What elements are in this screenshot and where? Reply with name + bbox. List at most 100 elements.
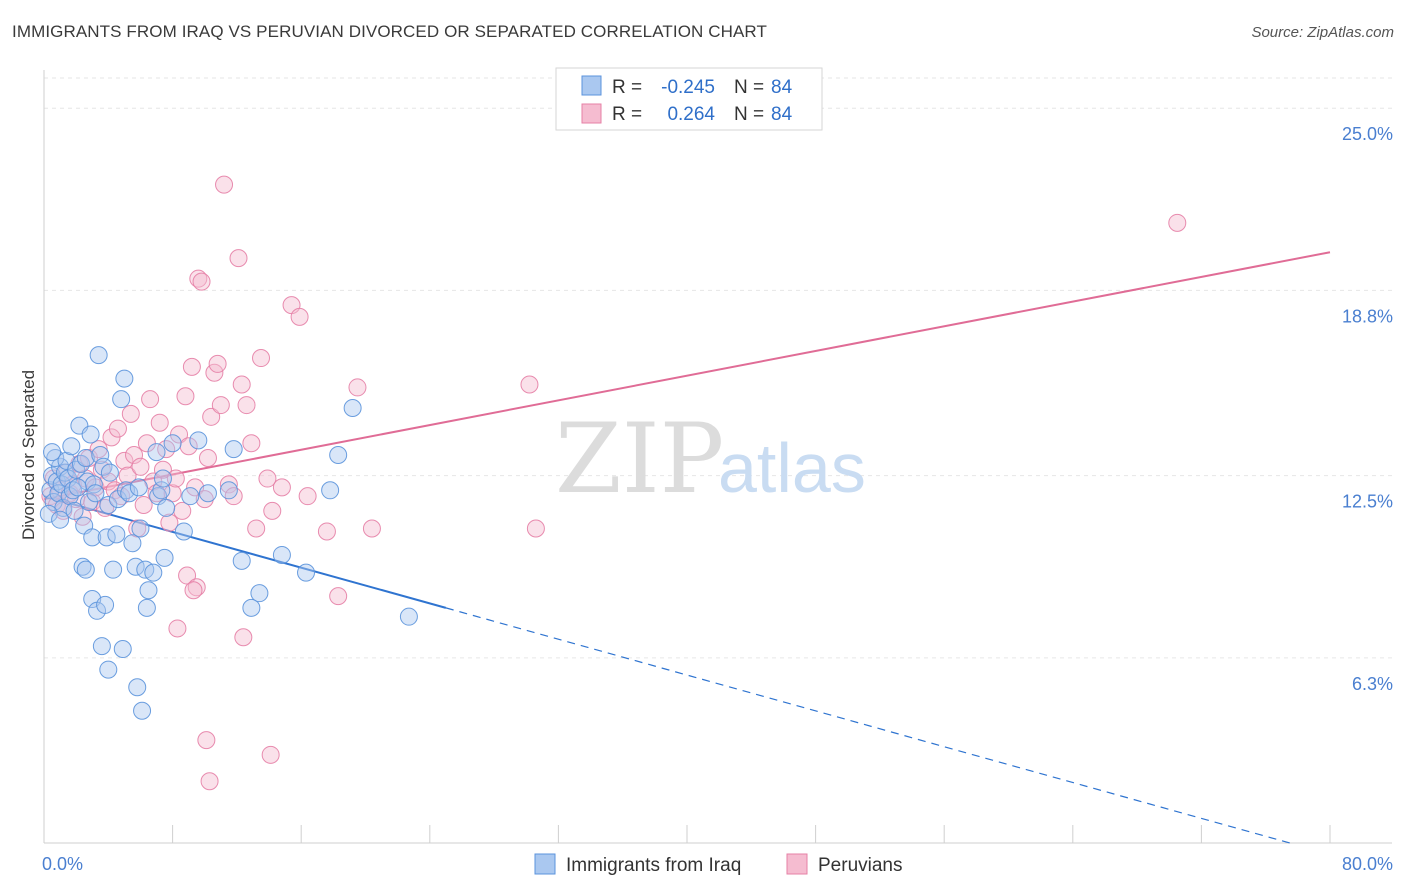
point-iraq-48 — [144, 563, 163, 582]
watermark-zip: ZIP — [555, 403, 724, 515]
point-peru-55 — [219, 475, 238, 494]
x-tick-label-1: 80.0% — [1342, 854, 1393, 874]
legend-n-value-iraq: 84 — [771, 77, 793, 98]
point-iraq-68 — [181, 487, 200, 506]
x-tick-labels: 0.0% 80.0% — [42, 854, 1393, 874]
point-peru-74 — [187, 578, 206, 597]
point-iraq-73 — [232, 551, 251, 570]
legend-swatch-peru — [581, 103, 602, 124]
point-iraq-24 — [80, 493, 99, 512]
series-legend: Immigrants from Iraq Peruvians — [534, 853, 903, 876]
point-iraq-75 — [250, 584, 269, 603]
point-peru-19 — [102, 428, 121, 447]
point-iraq-41 — [120, 484, 139, 503]
legend-r-value-iraq: -0.245 — [661, 77, 715, 98]
legend-n-label-peru: N = — [734, 104, 764, 125]
point-iraq-83 — [51, 510, 70, 529]
point-iraq-9 — [55, 463, 74, 482]
point-peru-63 — [258, 469, 277, 488]
trend-line-iraq — [43, 495, 447, 609]
y-tick-label-0: 6.3% — [1352, 674, 1393, 694]
point-iraq-28 — [86, 484, 105, 503]
point-iraq-44 — [129, 478, 148, 497]
point-peru-34 — [150, 413, 169, 432]
point-iraq-77 — [297, 563, 316, 582]
point-iraq-35 — [104, 560, 123, 579]
point-peru-26 — [125, 446, 144, 465]
point-peru-61 — [247, 519, 266, 538]
point-iraq-74 — [242, 598, 261, 617]
point-peru-58 — [232, 375, 251, 394]
point-iraq-69 — [189, 431, 208, 450]
point-peru-24 — [118, 466, 137, 485]
y-tick-label-1: 12.5% — [1342, 492, 1393, 512]
point-peru-47 — [192, 272, 211, 291]
point-iraq-22 — [76, 448, 95, 467]
point-iraq-30 — [91, 446, 110, 465]
y-tick-labels: 6.3% 12.5% 18.8% 25.0% — [1342, 124, 1393, 694]
legend-n-label-iraq: N = — [734, 77, 764, 98]
point-iraq-58 — [113, 640, 132, 659]
point-iraq-71 — [219, 481, 238, 500]
source-credit: Source: ZipAtlas.com — [1251, 24, 1394, 41]
y-tick-label-3: 25.0% — [1342, 124, 1393, 144]
series-legend-label-peru: Peruvians — [818, 855, 903, 876]
gridlines — [44, 77, 1392, 659]
point-iraq-72 — [224, 440, 243, 459]
point-peru-71 — [348, 378, 367, 397]
point-peru-56 — [224, 487, 243, 506]
x-tick-label-0: 0.0% — [42, 854, 83, 874]
point-iraq-33 — [99, 495, 118, 514]
point-iraq-7 — [46, 448, 65, 467]
point-iraq-51 — [155, 548, 174, 567]
point-peru-75 — [184, 581, 203, 600]
point-iraq-45 — [131, 519, 150, 538]
points-iraq — [39, 346, 418, 720]
point-iraq-39 — [115, 369, 134, 388]
point-iraq-53 — [76, 560, 95, 579]
trend-lines — [43, 251, 1331, 844]
points-peruvians — [41, 175, 1187, 791]
y-axis-title: Divorced or Separated — [19, 370, 38, 540]
point-peru-44 — [182, 357, 201, 376]
point-iraq-59 — [128, 678, 147, 697]
series-legend-label-iraq: Immigrants from Iraq — [566, 855, 741, 876]
y-tick-label-2: 18.8% — [1342, 306, 1393, 326]
legend-r-label-peru: R = — [612, 104, 642, 125]
point-peru-80 — [261, 745, 280, 764]
legend-r-label-iraq: R = — [612, 77, 642, 98]
point-peru-40 — [170, 425, 189, 444]
point-iraq-61 — [96, 595, 115, 614]
point-iraq-1 — [44, 493, 63, 512]
point-peru-42 — [176, 387, 195, 406]
point-peru-39 — [166, 469, 185, 488]
point-peru-60 — [242, 434, 261, 453]
point-peru-46 — [189, 269, 208, 288]
point-peru-82 — [526, 519, 545, 538]
point-peru-28 — [131, 457, 150, 476]
point-peru-53 — [211, 396, 230, 415]
series-legend-swatch-iraq — [534, 853, 556, 875]
point-iraq-14 — [63, 481, 82, 500]
series-legend-swatch-peru — [786, 853, 808, 875]
point-iraq-38 — [112, 390, 131, 409]
point-peru-37 — [160, 513, 179, 532]
point-iraq-47 — [139, 581, 158, 600]
point-iraq-16 — [43, 443, 62, 462]
point-peru-79 — [200, 772, 219, 791]
point-peru-69 — [317, 522, 336, 541]
point-peru-21 — [108, 419, 127, 438]
point-iraq-20 — [71, 454, 90, 473]
point-iraq-25 — [81, 425, 100, 444]
watermark-atlas: atlas — [718, 429, 866, 507]
point-iraq-78 — [321, 481, 340, 500]
point-peru-31 — [141, 390, 160, 409]
point-iraq-82 — [68, 478, 87, 497]
point-peru-83 — [1168, 213, 1187, 232]
point-iraq-70 — [198, 484, 217, 503]
point-iraq-80 — [343, 399, 362, 418]
point-peru-29 — [134, 495, 153, 514]
trend-line-iraq-extrapolated — [445, 607, 1290, 844]
point-peru-59 — [237, 396, 256, 415]
point-peru-62 — [252, 349, 271, 368]
